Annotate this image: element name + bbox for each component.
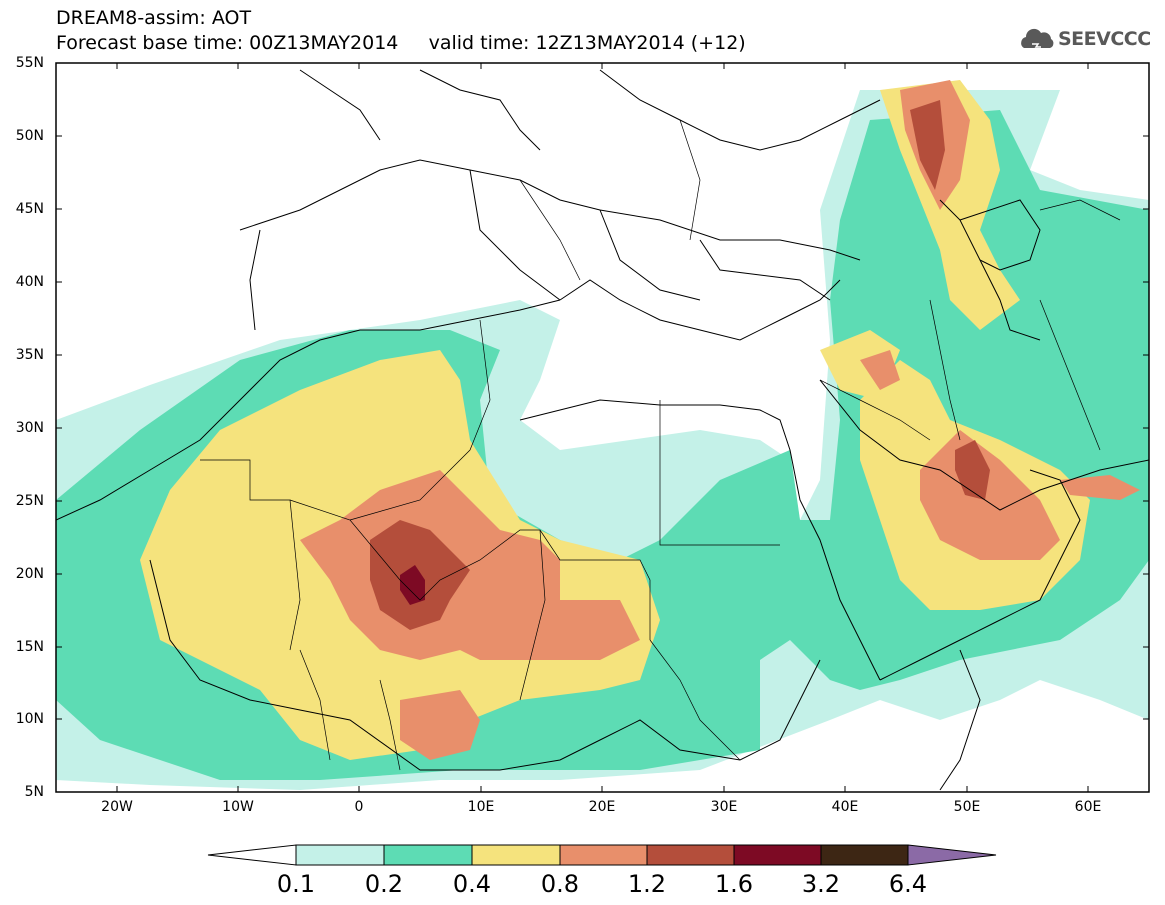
colorbar-label: 3.2 <box>801 870 841 898</box>
lat-label: 40N <box>15 274 44 290</box>
colorbar-label: 0.1 <box>276 870 316 898</box>
colorbar-below-triangle <box>207 844 297 866</box>
lon-label: 10E <box>467 799 495 815</box>
colorbar-bin-3 <box>471 844 561 866</box>
colorbar-above-triangle <box>907 844 997 866</box>
colorbar-bin-7 <box>820 844 909 866</box>
colorbar <box>207 844 997 866</box>
lon-label: 50E <box>953 799 981 815</box>
seevccc-logo: SEEVCCC <box>1018 24 1158 56</box>
lat-label: 5N <box>24 784 44 800</box>
lat-label: 55N <box>15 55 44 71</box>
colorbar-label: 1.2 <box>627 870 667 898</box>
colorbar-label: 0.2 <box>364 870 404 898</box>
lat-label: 50N <box>15 128 44 144</box>
axis-ticks <box>56 62 1149 792</box>
country-borders <box>200 119 1121 771</box>
lat-label: 45N <box>15 201 44 217</box>
lat-label: 15N <box>15 639 44 655</box>
lon-label: 40E <box>831 799 859 815</box>
map-subtitle: Forecast base time: 00Z13MAY2014 valid t… <box>56 32 746 54</box>
colorbar-bin-5 <box>646 844 735 866</box>
lat-label: 25N <box>15 493 44 509</box>
colorbar-label: 1.6 <box>714 870 754 898</box>
colorbar-bin-1 <box>295 844 385 866</box>
lon-label: 20W <box>101 799 133 815</box>
colorbar-bin-6 <box>733 844 822 866</box>
lat-label: 30N <box>15 420 44 436</box>
lon-label: 60E <box>1074 799 1102 815</box>
lon-label: 20E <box>588 799 616 815</box>
colorbar-label: 6.4 <box>888 870 928 898</box>
logo-text: SEEVCCC <box>1058 28 1151 50</box>
lon-label: 0 <box>354 799 364 815</box>
colorbar-bin-4 <box>559 844 648 866</box>
cloud-icon <box>1021 28 1054 48</box>
map-title: DREAM8-assim: AOT <box>56 7 252 29</box>
lat-label: 20N <box>15 566 44 582</box>
colorbar-label: 0.8 <box>540 870 580 898</box>
aot-field <box>56 80 1149 790</box>
lat-label: 10N <box>15 711 44 727</box>
colorbar-bin-2 <box>383 844 473 866</box>
lat-label: 35N <box>15 347 44 363</box>
lon-label: 10W <box>222 799 254 815</box>
lon-label: 30E <box>710 799 738 815</box>
colorbar-label: 0.4 <box>452 870 492 898</box>
aot-contour-1.6 <box>400 565 425 605</box>
coastlines <box>56 69 1149 791</box>
